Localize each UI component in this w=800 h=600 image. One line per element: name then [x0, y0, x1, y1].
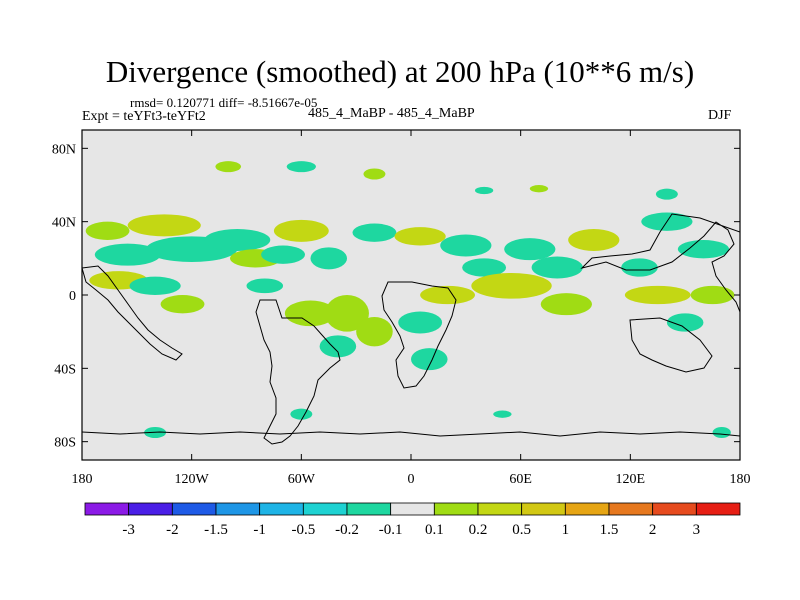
divergence-cell-neg_low: [246, 278, 284, 294]
divergence-cell-pos_low: [529, 185, 549, 193]
colorbar: -3 -2 -1.5 -1 -0.5 -0.2 -0.1 0.1 0.2 0.5 1 1.5 2 3: [84, 502, 741, 538]
divergence-cell-neg_low: [531, 256, 583, 279]
colorbar-label: 1: [562, 522, 570, 538]
divergence-cell-neg_low: [411, 348, 448, 371]
longitude-axis: 180 120W 60W 0 60E 120E 180: [72, 130, 751, 487]
divergence-cell-neg_low: [94, 243, 161, 266]
colorbar-label: 0.5: [512, 522, 531, 538]
divergence-cell-pos_low: [363, 168, 386, 180]
divergence-cell-pos_mid: [420, 285, 475, 305]
lon-tick-label: 180: [730, 472, 751, 487]
colorbar-label: 3: [693, 522, 701, 538]
divergence-cell-neg_low: [504, 238, 556, 261]
colorbar-swatch: [521, 502, 566, 516]
divergence-cell-neg_low: [129, 276, 181, 296]
divergence-cell-pos_mid: [273, 219, 329, 242]
lon-tick-label: 0: [408, 472, 415, 487]
divergence-cell-neg_low: [261, 245, 305, 264]
colorbar-swatch: [215, 502, 261, 516]
divergence-cell-neg_low: [440, 234, 492, 257]
divergence-cell-pos_low: [540, 293, 592, 316]
colorbar-swatch: [390, 502, 435, 516]
divergence-cell-pos_mid: [471, 273, 552, 299]
coastline-north-america: [82, 265, 183, 361]
plot-title: Divergence (smoothed) at 200 hPa (10**6 …: [105, 54, 695, 89]
colorbar-label: 0.2: [469, 522, 488, 538]
divergence-cell-neg_low: [655, 188, 678, 200]
divergence-cell-neg_low: [493, 410, 512, 418]
colorbar-label: -2: [166, 522, 179, 538]
lat-tick-label: 0: [69, 289, 76, 304]
colorbar-label: 0.1: [425, 522, 444, 538]
colorbar-label: -0.2: [335, 522, 359, 538]
divergence-cell-neg_low: [310, 247, 348, 270]
divergence-cell-pos_low: [85, 221, 130, 240]
lon-tick-label: 180: [72, 472, 93, 487]
divergence-cell-neg_low: [319, 335, 357, 358]
colorbar-label: -3: [122, 522, 135, 538]
coastline-south-america: [255, 299, 341, 445]
colorbar-swatch: [171, 502, 217, 516]
divergence-cell-neg_low: [621, 258, 658, 277]
coastline-asia: [580, 213, 740, 313]
divergence-cell-neg_low: [474, 186, 494, 195]
divergence-cell-pos_mid: [127, 214, 201, 237]
divergence-cell-pos_low: [160, 295, 205, 314]
season-label: DJF: [708, 108, 732, 123]
colorbar-swatch: [128, 502, 173, 516]
lon-tick-label: 60E: [509, 472, 532, 487]
coastline-australia: [629, 317, 713, 373]
divergence-cell-neg_low: [462, 258, 507, 277]
divergence-cell-pos_mid: [568, 229, 620, 251]
divergence-cell-pos_low: [690, 285, 735, 305]
colorbar-swatch: [695, 502, 741, 516]
latitude-axis: 80N 40N 0 40S 80S: [52, 142, 740, 451]
colorbar-label: 1.5: [600, 522, 619, 538]
colorbar-swatch: [477, 502, 523, 516]
divergence-cell-neg_low: [712, 427, 731, 438]
colorbar-swatch: [564, 502, 610, 516]
colorbar-label: -0.5: [291, 522, 315, 538]
lat-tick-label: 80N: [52, 142, 76, 157]
stats-label: rmsd= 0.120771 diff= -8.51667e-05: [130, 95, 318, 110]
lat-tick-label: 80S: [54, 436, 76, 451]
lon-tick-label: 120E: [616, 472, 646, 487]
lon-tick-label: 120W: [175, 472, 210, 487]
divergence-cell-neg_low: [290, 408, 313, 420]
lat-tick-label: 40S: [54, 362, 76, 377]
divergence-cell-neg_low: [677, 240, 730, 259]
experiment-label: Expt = teYFt3-teYFt2: [82, 109, 206, 124]
divergence-contours: [85, 161, 735, 438]
divergence-cell-neg_low: [666, 313, 704, 332]
colorbar-swatch: [608, 502, 654, 516]
divergence-cell-pos_low: [284, 300, 337, 327]
divergence-cell-pos_low: [215, 161, 242, 173]
coastline-africa: [381, 281, 457, 389]
divergence-cell-neg_low: [204, 229, 271, 251]
colorbar-label: -1: [253, 522, 266, 538]
divergence-cell-neg_low: [352, 223, 397, 242]
colorbar-swatch: [433, 502, 479, 516]
colorbar-label: -0.1: [379, 522, 403, 538]
colorbar-swatch: [652, 502, 697, 516]
colorbar-swatch: [346, 502, 392, 516]
colorbar-label: 2: [649, 522, 657, 538]
coastlines: [82, 213, 740, 445]
divergence-cell-pos_low: [325, 295, 369, 332]
divergence-cell-neg_low: [398, 311, 443, 334]
divergence-cell-pos_low: [356, 317, 393, 347]
divergence-cell-neg_low: [286, 161, 316, 173]
lat-tick-label: 40N: [52, 216, 76, 231]
colorbar-swatch: [259, 502, 304, 516]
divergence-cell-pos_mid: [624, 285, 691, 305]
coastline-antarctica: [82, 431, 740, 437]
center-label: 485_4_MaBP - 485_4_MaBP: [308, 106, 475, 121]
colorbar-label: -1.5: [204, 522, 228, 538]
colorbar-swatch: [302, 502, 348, 516]
lon-tick-label: 60W: [288, 472, 316, 487]
colorbar-swatch: [84, 502, 130, 516]
divergence-cell-pos_mid: [394, 227, 446, 246]
